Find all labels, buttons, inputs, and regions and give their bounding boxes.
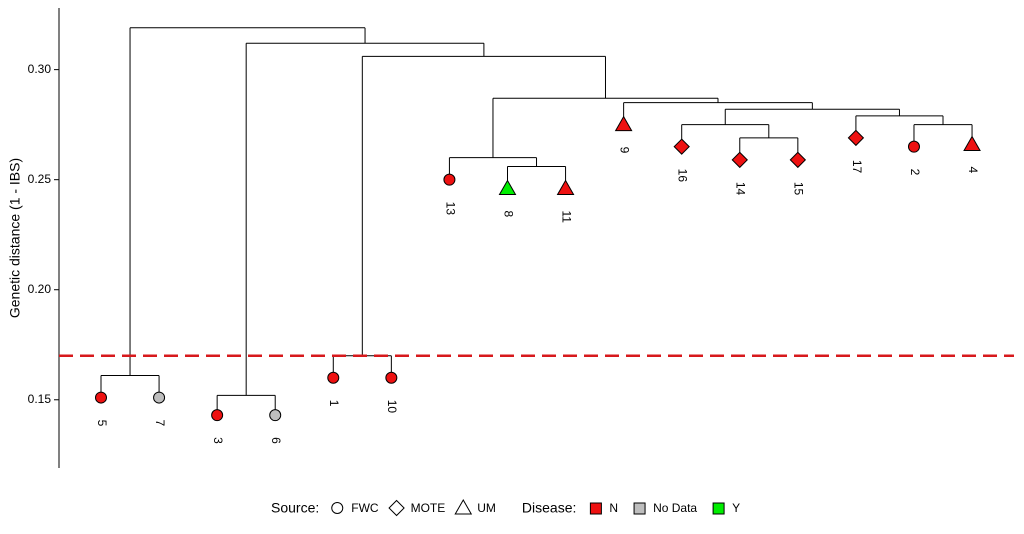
legend-key (331, 502, 344, 514)
leaf-point (269, 409, 282, 422)
leaf-point (211, 409, 224, 422)
y-tick-label: 0.30 (28, 62, 52, 76)
leaf-point (907, 140, 920, 153)
leaf-label: 2 (908, 169, 922, 176)
leaf-label: 16 (676, 169, 690, 183)
legend-label: FWC (351, 501, 379, 515)
legend-title: Source: (271, 500, 319, 516)
legend-label: Y (732, 501, 740, 515)
y-tick-label: 0.25 (28, 172, 52, 186)
legend-title: Disease: (522, 500, 576, 516)
leaf-point (153, 391, 166, 404)
y-tick-label: 0.15 (28, 392, 52, 406)
leaf-label: 8 (501, 210, 515, 217)
legend-key (712, 502, 725, 515)
legend-label: MOTE (411, 501, 446, 515)
leaf-point (327, 371, 340, 384)
leaf-point (731, 151, 748, 169)
legend-key (589, 502, 602, 515)
leaf-label: 5 (95, 420, 109, 427)
leaf-label: 3 (211, 437, 225, 444)
leaf-label: 10 (385, 400, 399, 414)
legend-key (454, 498, 473, 515)
leaf-point (95, 391, 107, 404)
legend-key (633, 502, 646, 515)
leaf-label: 13 (443, 202, 457, 216)
leaf-point (963, 135, 981, 151)
leaf-point (614, 115, 633, 132)
leaf-point (847, 129, 865, 147)
y-axis-label: Genetic distance (1 - IBS) (7, 158, 23, 318)
legend-label: N (609, 501, 618, 515)
leaf-label: 4 (966, 166, 980, 173)
leaf-label: 1 (327, 400, 341, 407)
leaf-label: 11 (559, 210, 573, 223)
leaf-point (498, 179, 517, 195)
leaf-label: 7 (153, 420, 167, 427)
leaf-point (673, 138, 690, 155)
legend-label: No Data (653, 501, 697, 515)
leaf-point (443, 173, 456, 186)
leaf-label: 14 (734, 182, 748, 196)
y-tick-label: 0.20 (28, 282, 52, 296)
leaf-label: 17 (850, 160, 864, 174)
leaf-label: 6 (269, 437, 283, 444)
leaf-point (385, 371, 398, 384)
leaf-label: 15 (792, 182, 806, 196)
leaf-point (789, 151, 807, 169)
legend-key (388, 499, 405, 517)
leaf-point (556, 179, 575, 195)
leaf-label: 9 (617, 147, 631, 154)
legend-label: UM (477, 501, 496, 515)
